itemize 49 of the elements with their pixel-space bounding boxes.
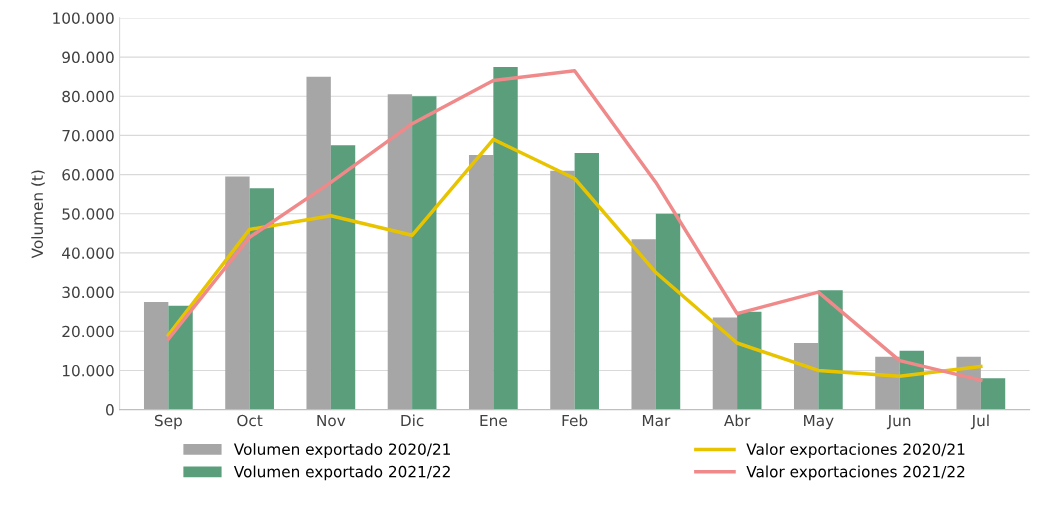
bar bbox=[412, 96, 437, 410]
y-tick-label: 90.000 bbox=[62, 51, 114, 64]
bar bbox=[306, 76, 331, 410]
y-tick-label: 20.000 bbox=[62, 325, 114, 338]
y-tick-label: 70.000 bbox=[62, 129, 114, 142]
y-tick-label: 10.000 bbox=[62, 364, 114, 377]
bar bbox=[493, 66, 518, 410]
y-axis-title: Volumen (t) bbox=[31, 170, 45, 259]
bar bbox=[818, 290, 843, 410]
bar bbox=[550, 170, 575, 410]
bar bbox=[387, 94, 413, 410]
line-series bbox=[166, 69, 983, 382]
x-tick-label: Jun bbox=[886, 414, 911, 430]
bar bbox=[574, 153, 599, 410]
x-tick-label: Sep bbox=[154, 414, 182, 430]
line-series bbox=[166, 137, 983, 379]
bar bbox=[168, 305, 193, 410]
bar bbox=[875, 356, 900, 410]
x-tick-label: Abr bbox=[724, 414, 751, 427]
x-tick-label: Oct bbox=[237, 414, 263, 427]
y-tick-label: 0 bbox=[106, 404, 114, 416]
x-tick-label: Ene bbox=[480, 414, 507, 427]
bar bbox=[631, 239, 656, 410]
y-tick-label: 100.000 bbox=[53, 12, 114, 24]
y-tick-label: 40.000 bbox=[62, 247, 114, 259]
x-tick-label: May bbox=[804, 414, 834, 430]
bar bbox=[468, 155, 494, 410]
x-tick-label: Nov bbox=[317, 414, 346, 427]
bar bbox=[225, 176, 250, 410]
bar bbox=[712, 317, 738, 410]
bar bbox=[143, 301, 169, 410]
legend-label: Valor exportaciones 2020/21 bbox=[746, 443, 965, 458]
y-tick-label: 80.000 bbox=[62, 90, 114, 103]
x-tick-label: Jul bbox=[970, 414, 989, 430]
bar bbox=[737, 311, 762, 410]
y-tick-label: 60.000 bbox=[62, 169, 114, 181]
bar bbox=[655, 213, 681, 410]
x-tick-label: Feb bbox=[562, 414, 588, 427]
legend-label: Volumen exportado 2021/22 bbox=[233, 465, 450, 481]
bar bbox=[980, 378, 1006, 410]
legend-label: Valor exportaciones 2021/22 bbox=[746, 465, 965, 481]
bar bbox=[249, 188, 274, 410]
y-tick-label: 50.000 bbox=[62, 208, 114, 220]
bar bbox=[793, 343, 819, 410]
x-tick-label: Dic bbox=[401, 414, 424, 427]
legend-label: Volumen exportado 2020/21 bbox=[233, 443, 450, 458]
y-tick-label: 30.000 bbox=[62, 286, 114, 299]
bar bbox=[330, 145, 356, 410]
x-tick-label: Mar bbox=[642, 414, 671, 427]
